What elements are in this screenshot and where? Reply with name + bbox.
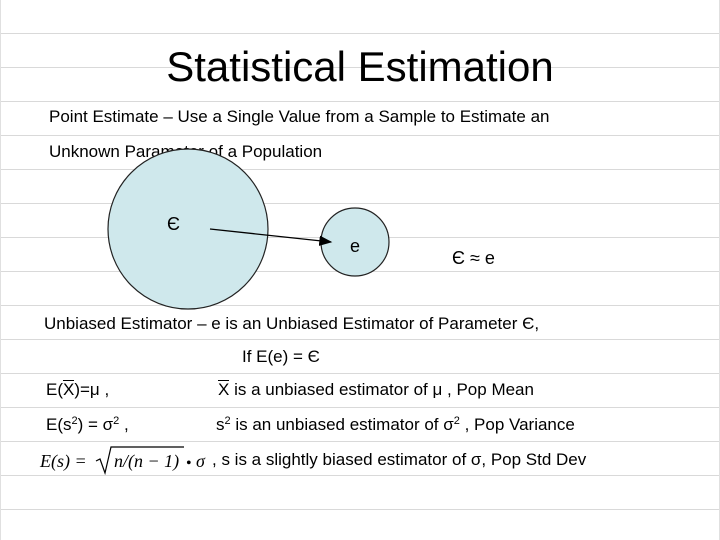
sigma-symbol: σ (196, 451, 206, 471)
condition-line: If E(e) = Є (242, 347, 320, 366)
text-part: , Pop Variance (459, 415, 575, 434)
text-part: , (119, 415, 129, 434)
std-dev-description: , s is a slightly biased estimator of σ,… (212, 450, 587, 469)
slide-title: Statistical Estimation (166, 43, 554, 90)
superscript: 2 (453, 415, 460, 427)
std-dev-formula: E(s) = n/(n − 1) • σ (39, 446, 206, 476)
formula-lhs: E(s) = (39, 451, 87, 472)
variance-description: s2 is an unbiased estimator of σ2 , Pop … (216, 414, 575, 436)
unbiased-estimator-line: Unbiased Estimator – e is an Unbiased Es… (44, 314, 540, 333)
text-part: s (216, 415, 225, 434)
mean-description: X is a unbiased estimator of μ , Pop Mea… (218, 379, 534, 401)
superscript: 2 (113, 415, 120, 427)
mean-expectation: E(X)=μ , (46, 379, 109, 401)
estimator-symbol: e (350, 236, 360, 256)
sqrt-content: n/(n − 1) (114, 451, 179, 472)
text-part: )=μ , (74, 380, 110, 399)
text-part: is an unbiased estimator of σ (230, 415, 454, 434)
approximation-label: Є ≈ e (452, 248, 495, 268)
estimation-arrow (209, 228, 333, 246)
text-part: E(s (46, 415, 72, 434)
x-bar-symbol: X (63, 380, 75, 399)
text-part: is a unbiased estimator of μ , Pop Mean (229, 380, 534, 399)
parameter-symbol: Є (167, 214, 180, 234)
multiply-dot: • (186, 455, 192, 472)
variance-expectation: E(s2) = σ2 , (46, 414, 129, 436)
point-estimate-line-1: Point Estimate – Use a Single Value from… (49, 107, 550, 126)
sqrt-sign (95, 446, 184, 476)
superscript: 2 (224, 415, 231, 427)
text-part: E( (46, 380, 63, 399)
margin-line (0, 0, 1, 540)
text-part: ) = σ (77, 415, 114, 434)
superscript: 2 (71, 415, 78, 427)
x-bar-symbol: X (218, 380, 230, 399)
population-circle (107, 148, 269, 310)
